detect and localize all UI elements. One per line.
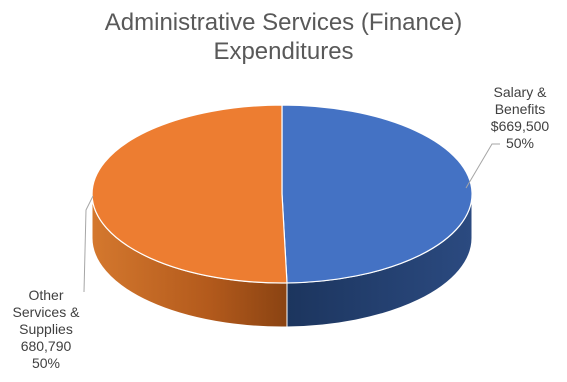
data-label-other-services-supplies: Other Services & Supplies 680,790 50% [4, 287, 88, 372]
leader-line-other-services [83, 195, 94, 293]
pie-slice-other-services [91, 104, 288, 284]
data-label-salary-benefits: Salary & Benefits $669,500 50% [484, 84, 556, 152]
data-label-other-line-1: Other [28, 287, 64, 303]
chart-title-line-1: Administrative Services (Finance) [104, 9, 463, 36]
chart-title-line-2: Expenditures [213, 38, 354, 65]
chart-title: Administrative Services (Finance) Expend… [0, 8, 567, 66]
leader-line-salary-benefits [465, 143, 500, 189]
data-label-other-value: 680,790 [20, 338, 72, 354]
pie-slice-salary-benefits [281, 104, 473, 284]
data-label-salary-value: $669,500 [490, 118, 550, 134]
data-label-other-line-2: Services & [12, 304, 80, 320]
data-label-salary-line-1: Salary & [493, 84, 547, 100]
data-label-other-percent: 50% [31, 355, 61, 371]
data-label-salary-percent: 50% [505, 135, 535, 151]
data-label-other-line-3: Supplies [19, 321, 73, 337]
data-label-salary-line-2: Benefits [494, 101, 546, 117]
